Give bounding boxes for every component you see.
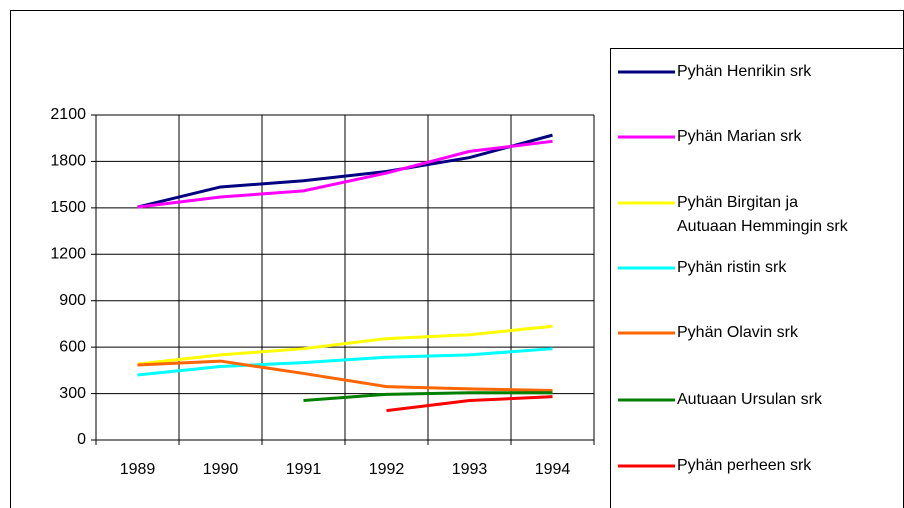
- x-tick-label: 1994: [535, 461, 571, 478]
- y-tick-label: 2100: [50, 106, 86, 123]
- legend-label: Pyhän perheen srk: [677, 457, 812, 474]
- series-line: [303, 391, 553, 403]
- x-tick-label: 1989: [120, 461, 156, 478]
- y-tick-label: 1200: [50, 246, 86, 263]
- legend-label: Pyhän Marian srk: [677, 128, 802, 145]
- legend-label: Pyhän Henrikin srk: [677, 63, 812, 80]
- legend-label: Pyhän ristin srk: [677, 259, 787, 276]
- series-line: [137, 139, 553, 209]
- series-line: [137, 133, 553, 209]
- series-line: [137, 359, 553, 392]
- x-tick-label: 1992: [369, 461, 405, 478]
- y-tick-label: 300: [59, 385, 86, 402]
- y-tick-label: 0: [77, 431, 86, 448]
- series-line: [137, 324, 553, 366]
- y-tick-label: 600: [59, 338, 86, 355]
- x-tick-label: 1990: [203, 461, 239, 478]
- series-line: [137, 347, 553, 377]
- y-tick-label: 1800: [50, 153, 86, 170]
- x-tick-label: 1991: [286, 461, 322, 478]
- legend-label: Autuaan Ursulan srk: [677, 391, 822, 408]
- series-line: [386, 395, 553, 413]
- x-tick-label: 1993: [452, 461, 488, 478]
- legend-label: Pyhän Birgitan ja Autuaan Hemmingin srk: [677, 194, 848, 235]
- y-tick-label: 1500: [50, 199, 86, 216]
- legend-label: Pyhän Olavin srk: [677, 324, 798, 341]
- y-tick-label: 900: [59, 292, 86, 309]
- legend-box: [610, 48, 904, 508]
